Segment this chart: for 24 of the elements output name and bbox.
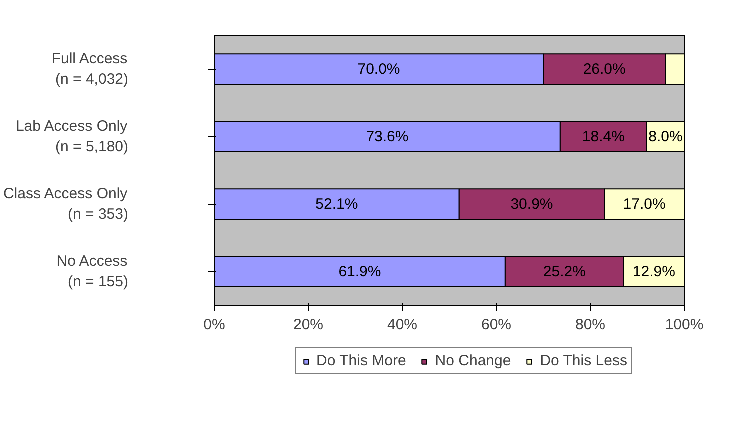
data-label: 8.0% bbox=[648, 128, 683, 146]
data-label: 73.6% bbox=[366, 128, 409, 146]
y-tick-label: Lab Access Only (n = 5,180) bbox=[16, 118, 129, 156]
y-tick-label: No Access (n = 155) bbox=[56, 253, 129, 290]
data-label: 26.0% bbox=[583, 60, 626, 78]
data-label: 25.2% bbox=[543, 263, 586, 280]
legend-label: No Change bbox=[435, 352, 512, 370]
data-label: 70.0% bbox=[358, 60, 400, 78]
x-tick-label: 60% bbox=[481, 316, 512, 334]
data-label: 61.9% bbox=[338, 263, 382, 280]
legend-label: Do This Less bbox=[540, 352, 628, 370]
x-tick-label: 0% bbox=[204, 316, 226, 334]
data-label: 52.1% bbox=[316, 196, 358, 213]
legend-label: Do This More bbox=[316, 352, 406, 370]
x-tick-label: 100% bbox=[665, 316, 704, 334]
y-tick-label: Full Access (n = 4,032) bbox=[52, 50, 129, 88]
data-label: 12.9% bbox=[632, 263, 676, 280]
data-label: 17.0% bbox=[623, 196, 666, 213]
x-tick-label: 80% bbox=[575, 316, 606, 334]
y-tick-label: Class Access Only (n = 353) bbox=[3, 186, 129, 223]
x-tick-label: 40% bbox=[387, 316, 418, 334]
data-label: 30.9% bbox=[510, 196, 554, 213]
x-tick-label: 20% bbox=[293, 316, 324, 334]
data-label: 18.4% bbox=[582, 128, 625, 146]
